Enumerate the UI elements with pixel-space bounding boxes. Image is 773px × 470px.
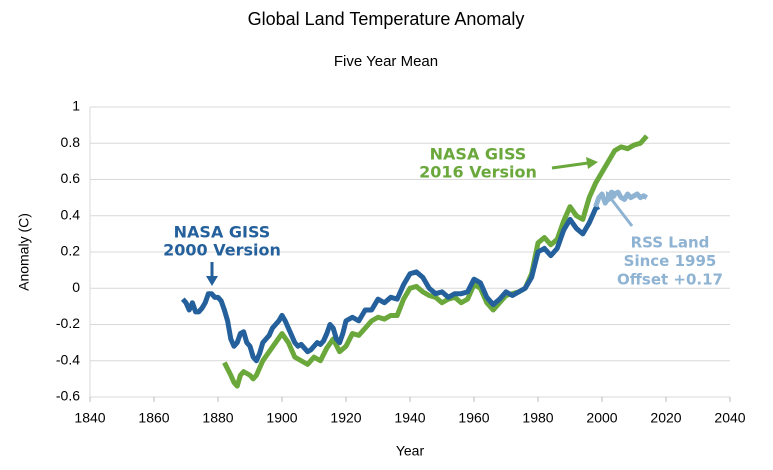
annotation: 2000 Version (163, 241, 281, 260)
x-tick-label: 1880 (202, 410, 233, 426)
annotation: 2016 Version (419, 163, 537, 182)
arrow (610, 199, 634, 227)
arrow-head (206, 276, 218, 286)
y-tick-label: -0.4 (56, 351, 80, 367)
x-tick-label: 2020 (650, 410, 681, 426)
chart-title: Global Land Temperature Anomaly (248, 9, 525, 29)
chart-subtitle: Five Year Mean (334, 53, 438, 70)
y-tick-label: 0.6 (61, 170, 81, 186)
x-axis-label: Year (396, 443, 425, 459)
x-tick-label: 1840 (74, 410, 105, 426)
y-axis-label: Anomaly (C) (16, 213, 32, 291)
x-tick-label: 2000 (586, 410, 617, 426)
annotation: Offset +0.17 (617, 271, 723, 289)
series-line (222, 134, 649, 389)
arrow-head (586, 157, 598, 169)
y-tick-label: 1 (72, 98, 80, 114)
x-tick-label: 1860 (138, 410, 169, 426)
y-tick-label: -0.6 (56, 388, 80, 404)
annotation: NASA GISS (174, 223, 271, 242)
x-tick-label: 1920 (330, 410, 361, 426)
x-tick-label: 1980 (522, 410, 553, 426)
x-tick-label: 2040 (714, 410, 745, 426)
x-tick-label: 1960 (458, 410, 489, 426)
series-line (593, 189, 649, 208)
y-tick-label: -0.2 (56, 315, 80, 331)
x-tick-label: 1940 (394, 410, 425, 426)
series-line (180, 204, 601, 364)
y-tick-label: 0.4 (61, 206, 81, 222)
annotation: RSS Land (631, 234, 710, 252)
x-tick-label: 1900 (266, 410, 297, 426)
y-tick-label: 0.8 (61, 134, 81, 150)
annotation: NASA GISS (430, 145, 527, 164)
y-tick-label: 0 (72, 279, 80, 295)
y-tick-label: 0.2 (61, 243, 81, 259)
annotation: Since 1995 (624, 252, 717, 270)
arrow (551, 161, 589, 170)
